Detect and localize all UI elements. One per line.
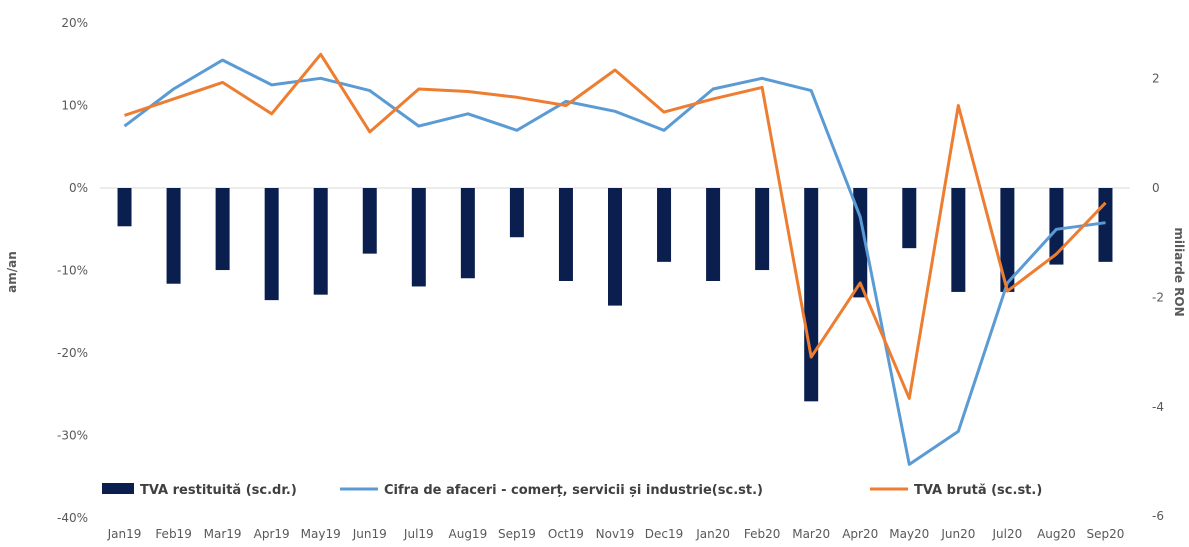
x-tick-label: May20 xyxy=(889,527,929,541)
right-axis-title: miliarde RON xyxy=(1172,227,1186,316)
bar-Sep19 xyxy=(509,188,524,238)
bar-Jun19 xyxy=(362,188,377,254)
x-tick-label: Jul19 xyxy=(403,527,434,541)
bar-Mar20 xyxy=(804,188,819,402)
lines xyxy=(123,52,1107,466)
x-tick-label: Feb19 xyxy=(155,527,192,541)
x-tick-label: Aug20 xyxy=(1037,527,1076,541)
left-axis-title: am/an xyxy=(5,251,19,293)
bars-tva-restituita xyxy=(117,188,1113,402)
bar-Jan20 xyxy=(706,188,721,281)
bar-Apr20 xyxy=(853,188,868,298)
bar-Oct19 xyxy=(558,188,573,281)
left-tick-label: 20% xyxy=(61,16,88,30)
bar-Nov19 xyxy=(608,188,622,306)
bar-Jun20 xyxy=(951,188,966,292)
x-tick-label: Oct19 xyxy=(548,527,584,541)
x-tick-label: Apr20 xyxy=(842,527,878,541)
right-axis-ticks: 2 0 -2 -4 -6 xyxy=(1152,72,1164,524)
line-tva-bruta xyxy=(124,52,1107,400)
x-tick-label: Apr19 xyxy=(254,527,290,541)
right-tick-label: -4 xyxy=(1152,400,1164,414)
bar-Jul19 xyxy=(411,188,426,287)
x-tick-label: Feb20 xyxy=(744,527,781,541)
left-axis-ticks: 20% 10% 0% -10% -20% -30% -40% xyxy=(57,16,88,525)
x-tick-label: Mar20 xyxy=(792,527,830,541)
bar-Jan19 xyxy=(117,188,132,227)
x-tick-label: Jan19 xyxy=(107,527,142,541)
x-tick-label: May19 xyxy=(301,527,341,541)
left-tick-label: -30% xyxy=(57,429,88,443)
bar-Feb19 xyxy=(166,188,181,284)
x-tick-label: Jun20 xyxy=(940,527,975,541)
right-tick-label: -6 xyxy=(1152,509,1164,523)
bar-Aug19 xyxy=(460,188,475,279)
x-tick-label: Jun19 xyxy=(352,527,387,541)
legend-swatch-bar xyxy=(102,483,134,494)
x-tick-label: Nov19 xyxy=(596,527,635,541)
left-tick-label: 10% xyxy=(61,99,88,113)
legend-label-bar: TVA restituită (sc.dr.) xyxy=(140,483,297,498)
left-tick-label: 0% xyxy=(69,181,88,195)
bar-Aug20 xyxy=(1049,188,1064,265)
x-tick-label: Jul20 xyxy=(992,527,1023,541)
x-tick-label: Jan20 xyxy=(695,527,730,541)
x-tick-label: Aug19 xyxy=(449,527,488,541)
x-tick-label: Dec19 xyxy=(645,527,684,541)
legend-label-line-blue: Cifra de afaceri - comerț, servicii și i… xyxy=(384,483,763,498)
left-tick-label: -10% xyxy=(57,264,88,278)
x-tick-label: Mar19 xyxy=(204,527,242,541)
bar-May20 xyxy=(902,188,917,249)
x-axis-ticks: Jan19 Feb19 Mar19 Apr19 May19 Jun19 Jul19 Aug19… xyxy=(107,527,1125,541)
right-tick-label: 0 xyxy=(1152,181,1160,195)
line-cifra-de-afaceri xyxy=(123,58,1106,466)
bar-May19 xyxy=(313,188,328,295)
right-tick-label: 2 xyxy=(1152,72,1160,86)
bar-Sep20 xyxy=(1098,188,1113,262)
x-tick-label: Sep20 xyxy=(1087,527,1125,541)
bar-Dec19 xyxy=(657,188,672,262)
x-tick-label: Sep19 xyxy=(498,527,536,541)
bar-Feb20 xyxy=(755,188,770,271)
right-tick-label: -2 xyxy=(1152,290,1164,304)
legend: TVA restituită (sc.dr.) Cifra de afaceri… xyxy=(102,483,1042,498)
bar-Jul20 xyxy=(1000,188,1015,292)
left-tick-label: -40% xyxy=(57,511,88,525)
bar-Mar19 xyxy=(215,188,230,271)
legend-label-line-orange: TVA brută (sc.st.) xyxy=(914,483,1042,498)
left-tick-label: -20% xyxy=(57,346,88,360)
bar-Apr19 xyxy=(264,188,279,301)
